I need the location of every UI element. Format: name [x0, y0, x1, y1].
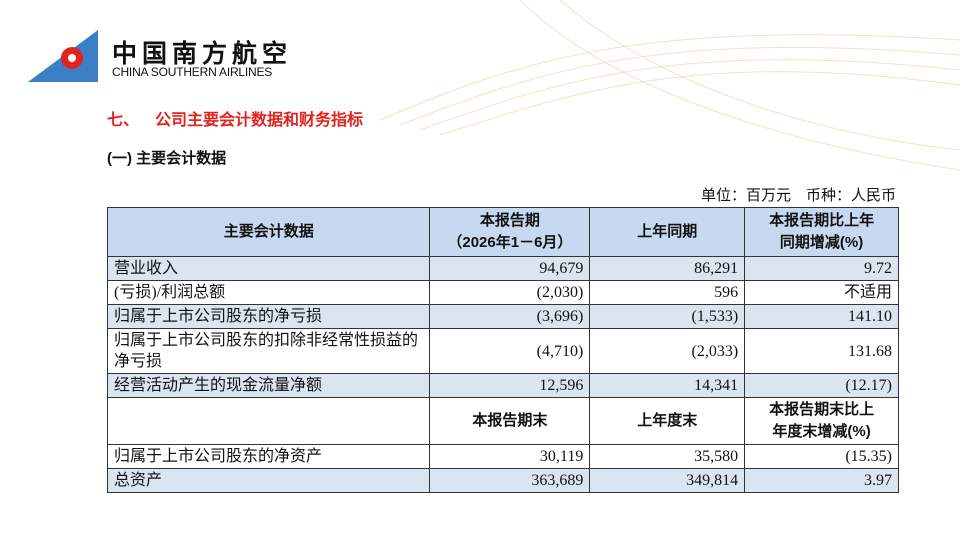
value-cell: 349,814: [589, 468, 746, 493]
value-cell: 363,689: [429, 468, 591, 493]
data-table: 主要会计数据 本报告期 （2026年1－6月） 上年同期 本报告期比上年 同期增减(%) 营…: [106, 207, 899, 493]
value-cell: 9.72: [744, 256, 899, 281]
value-cell: 3.97: [744, 468, 899, 493]
header-row: 主要会计数据 本报告期 （2026年1－6月） 上年同期 本报告期比上年 同期增减(%): [106, 207, 899, 257]
value-cell: 86,291: [589, 256, 746, 281]
value-cell: (2,030): [429, 280, 591, 305]
value-cell: 596: [589, 280, 746, 305]
value-cell: (2,033): [589, 328, 746, 374]
value-cell: 94,679: [429, 256, 591, 281]
label-cell: 归属于上市公司股东的净亏损: [106, 304, 431, 329]
header-cell: 本报告期比上年 同期增减(%): [744, 207, 899, 257]
header-cell: 本报告期末比上 年度末增减(%): [744, 397, 899, 445]
label-cell: (亏损)/利润总额: [106, 280, 431, 305]
label-cell: 营业收入: [106, 256, 431, 281]
logo-emblem-center: [68, 54, 76, 62]
value-cell: 35,580: [589, 444, 746, 469]
value-cell: 141.10: [744, 304, 899, 329]
unit-note: 单位：百万元 币种：人民币: [700, 188, 896, 204]
cell-line: （2026年1－6月）: [447, 234, 573, 251]
value-cell: (15.35): [744, 444, 899, 469]
value-cell: 131.68: [744, 328, 899, 374]
header-cell: 本报告期 （2026年1－6月）: [429, 207, 591, 257]
cell-line: 本报告期末比上: [769, 401, 875, 418]
table-row: 总资产 363,689 349,814 3.97: [106, 468, 899, 493]
header-cell: 上年度末: [589, 397, 746, 445]
table-row: 归属于上市公司股东的扣除非经常性损益的净亏损 (4,710) (2,033) 131.…: [106, 328, 899, 374]
header-cell: 上年同期: [589, 207, 746, 257]
table-row: 归属于上市公司股东的净亏损 (3,696) (1,533) 141.10: [106, 304, 899, 329]
value-cell: (12.17): [744, 373, 899, 398]
section-title: 七、 公司主要会计数据和财务指标: [107, 106, 363, 130]
cell-line: 本报告期比上年: [769, 212, 875, 229]
cell-line: 同期增减(%): [779, 234, 864, 251]
label-cell: 经营活动产生的现金流量净额: [106, 373, 431, 398]
table-row: (亏损)/利润总额 (2,030) 596 不适用: [106, 280, 899, 305]
value-cell: 14,341: [589, 373, 746, 398]
value-cell: (4,710): [429, 328, 591, 374]
table-row: 归属于上市公司股东的净资产 30,119 35,580 (15.35): [106, 444, 899, 469]
table-row: 经营活动产生的现金流量净额 12,596 14,341 (12.17): [106, 373, 899, 398]
section-number: 七、: [107, 112, 140, 129]
header-cell: [106, 397, 431, 445]
label-cell: 归属于上市公司股东的净资产: [106, 444, 431, 469]
value-cell: 不适用: [744, 280, 899, 305]
section-text: 公司主要会计数据和财务指标: [155, 112, 364, 129]
logo-name-en: CHINA SOUTHERN AIRLINES: [112, 65, 273, 79]
label-cell: 总资产: [106, 468, 431, 493]
table-row: 营业收入 94,679 86,291 9.72: [106, 256, 899, 281]
value-cell: 12,596: [429, 373, 591, 398]
logo-name-cn: 中国南方航空: [112, 40, 293, 68]
cell-line: 本报告期: [479, 212, 540, 229]
label-cell: 归属于上市公司股东的扣除非经常性损益的净亏损: [106, 328, 431, 374]
value-cell: (1,533): [589, 304, 746, 329]
header-cell: 主要会计数据: [106, 207, 431, 257]
cell-line: 年度末增减(%): [772, 423, 871, 440]
header-cell: 本报告期末: [429, 397, 591, 445]
value-cell: 30,119: [429, 444, 591, 469]
subsection-title: (一) 主要会计数据: [107, 150, 227, 167]
value-cell: (3,696): [429, 304, 591, 329]
header-row: 本报告期末 上年度末 本报告期末比上 年度末增减(%): [106, 397, 899, 445]
